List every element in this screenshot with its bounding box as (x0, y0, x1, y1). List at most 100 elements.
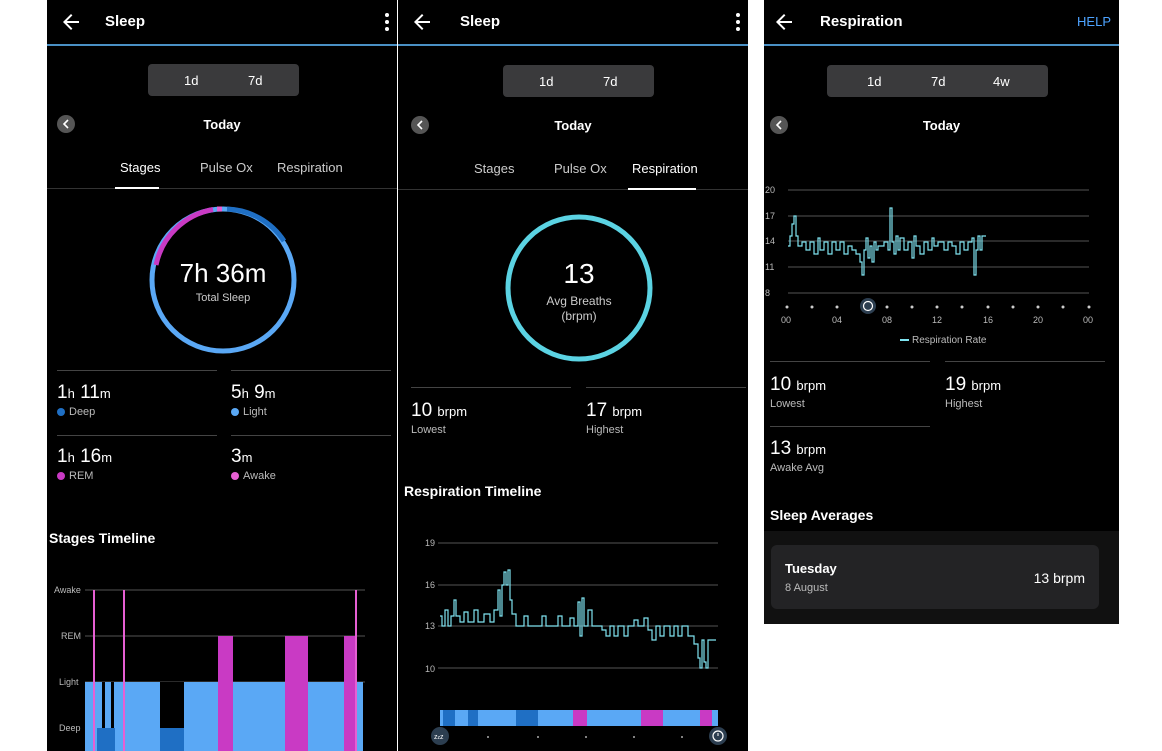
deep-block (97, 728, 115, 751)
average-card-tuesday[interactable]: Tuesday 8 August 13 brpm (771, 545, 1099, 609)
gap-block (160, 682, 184, 728)
stat-lowest: 10 brpm Lowest (411, 400, 468, 436)
y-tick-16: 16 (425, 580, 435, 590)
more-options-icon[interactable] (734, 12, 742, 32)
range-1d[interactable]: 1d (184, 73, 199, 88)
respiration-timeline-chart: 19 16 13 10 zzz (425, 538, 727, 745)
chevron-left-icon (416, 120, 423, 130)
back-arrow-icon[interactable] (772, 10, 796, 34)
y-tick-13: 13 (425, 621, 435, 631)
stat-highest: 17 brpm Highest (586, 400, 643, 436)
rem-dot-icon (57, 472, 65, 481)
stage-strip-rem (641, 710, 663, 726)
axis-label-light: Light (59, 677, 79, 687)
tab-pulse-ox[interactable]: Pulse Ox (554, 161, 607, 176)
range-selector: 1d 7d 4w (827, 65, 1048, 97)
x-tick-16: 16 (983, 315, 993, 325)
timeline-dots (487, 736, 683, 738)
rem-block (344, 636, 356, 751)
range-4w[interactable]: 4w (993, 74, 1010, 89)
range-1d[interactable]: 1d (539, 74, 554, 89)
y-tick-17: 17 (765, 211, 775, 221)
stat-awake-avg: 13 brpm Awake Avg (770, 438, 827, 474)
sleep-start-icon (431, 727, 449, 745)
rem-block (218, 636, 233, 751)
deep-block (160, 728, 184, 751)
help-link[interactable]: HELP (1077, 14, 1111, 29)
range-selector: 1d 7d (503, 65, 654, 97)
rem-block (285, 636, 308, 751)
divider (57, 435, 217, 436)
tab-respiration[interactable]: Respiration (277, 160, 343, 175)
previous-day-button[interactable] (411, 116, 429, 134)
awake-spike (123, 590, 125, 751)
range-7d[interactable]: 7d (248, 73, 263, 88)
awake-spike (355, 590, 357, 751)
date-navigator: Today (398, 116, 748, 136)
sleep-respiration-screen: Sleep 1d 7d Today Stages Pulse Ox Respir… (398, 0, 748, 751)
back-arrow-icon[interactable] (410, 10, 434, 34)
stat-rem: 1h 16m REM (57, 446, 113, 482)
date-navigator: Today (47, 115, 397, 135)
respiration-day-chart: 20 17 14 11 8 00 04 08 12 16 20 00 (765, 185, 1093, 325)
x-tick-12: 12 (932, 315, 942, 325)
divider (411, 387, 571, 388)
y-tick-19: 19 (425, 538, 435, 548)
stage-strip-rem (700, 710, 712, 726)
sleep-stages-screen: Sleep 1d 7d Today Stages Pulse Ox Respir… (47, 0, 397, 751)
deep-dot-icon (57, 408, 65, 417)
app-bar: Sleep (398, 0, 748, 46)
stat-light: 5h 9m Light (231, 382, 276, 418)
avg-breaths-value: 13 (563, 258, 595, 289)
respiration-rate-series (788, 207, 986, 276)
tab-stages[interactable]: Stages (474, 161, 515, 176)
axis-label-deep: Deep (59, 723, 81, 733)
divider (586, 387, 746, 388)
sleep-averages-title: Sleep Averages (770, 507, 874, 523)
date-label: Today (922, 118, 961, 133)
avg-breaths-ring (505, 214, 653, 362)
stat-awake: 3m Awake (231, 446, 276, 482)
divider (231, 370, 391, 371)
stage-strip-deep (516, 710, 538, 726)
gap-block (102, 682, 105, 728)
stage-strip-rem (573, 710, 587, 726)
app-bar: Respiration HELP (764, 0, 1119, 46)
tab-stages[interactable]: Stages (120, 160, 161, 175)
divider (231, 435, 391, 436)
tab-pulse-ox[interactable]: Pulse Ox (200, 160, 253, 175)
divider (57, 370, 217, 371)
y-tick-14: 14 (765, 236, 775, 246)
axis-label-rem: REM (61, 631, 81, 641)
average-date: 8 August (785, 582, 828, 594)
avg-breaths-label: Avg Breaths (546, 294, 612, 308)
range-7d[interactable]: 7d (603, 74, 618, 89)
respiration-timeline-title: Respiration Timeline (404, 483, 542, 499)
more-options-icon[interactable] (383, 12, 391, 32)
chart-legend: Respiration Rate (900, 335, 986, 346)
date-navigator: Today (764, 116, 1119, 136)
back-arrow-icon[interactable] (59, 10, 83, 34)
range-1d[interactable]: 1d (867, 74, 882, 89)
stat-deep: 1h 11m Deep (57, 382, 111, 418)
screen-title: Sleep (105, 13, 146, 30)
alarm-clock-icon (860, 298, 876, 314)
x-tick-04: 04 (832, 315, 842, 325)
date-label: Today (554, 118, 592, 133)
stage-strip-deep (468, 710, 478, 726)
awake-dot-icon (231, 472, 239, 481)
tab-bar: Stages Pulse Ox Respiration (47, 155, 397, 189)
active-tab-indicator (628, 188, 696, 190)
y-tick-11: 11 (765, 262, 774, 272)
range-7d[interactable]: 7d (931, 74, 946, 89)
stat-lowest: 10 brpm Lowest (770, 374, 827, 410)
previous-day-button[interactable] (57, 115, 75, 133)
light-dot-icon (231, 408, 239, 417)
x-tick-08: 08 (882, 315, 892, 325)
y-tick-20: 20 (765, 185, 775, 195)
tab-respiration[interactable]: Respiration (632, 161, 698, 176)
x-tick-00-end: 00 (1083, 315, 1093, 325)
total-sleep-label: Total Sleep (195, 292, 251, 304)
previous-day-button[interactable] (770, 116, 788, 134)
background-fill (764, 624, 1119, 751)
